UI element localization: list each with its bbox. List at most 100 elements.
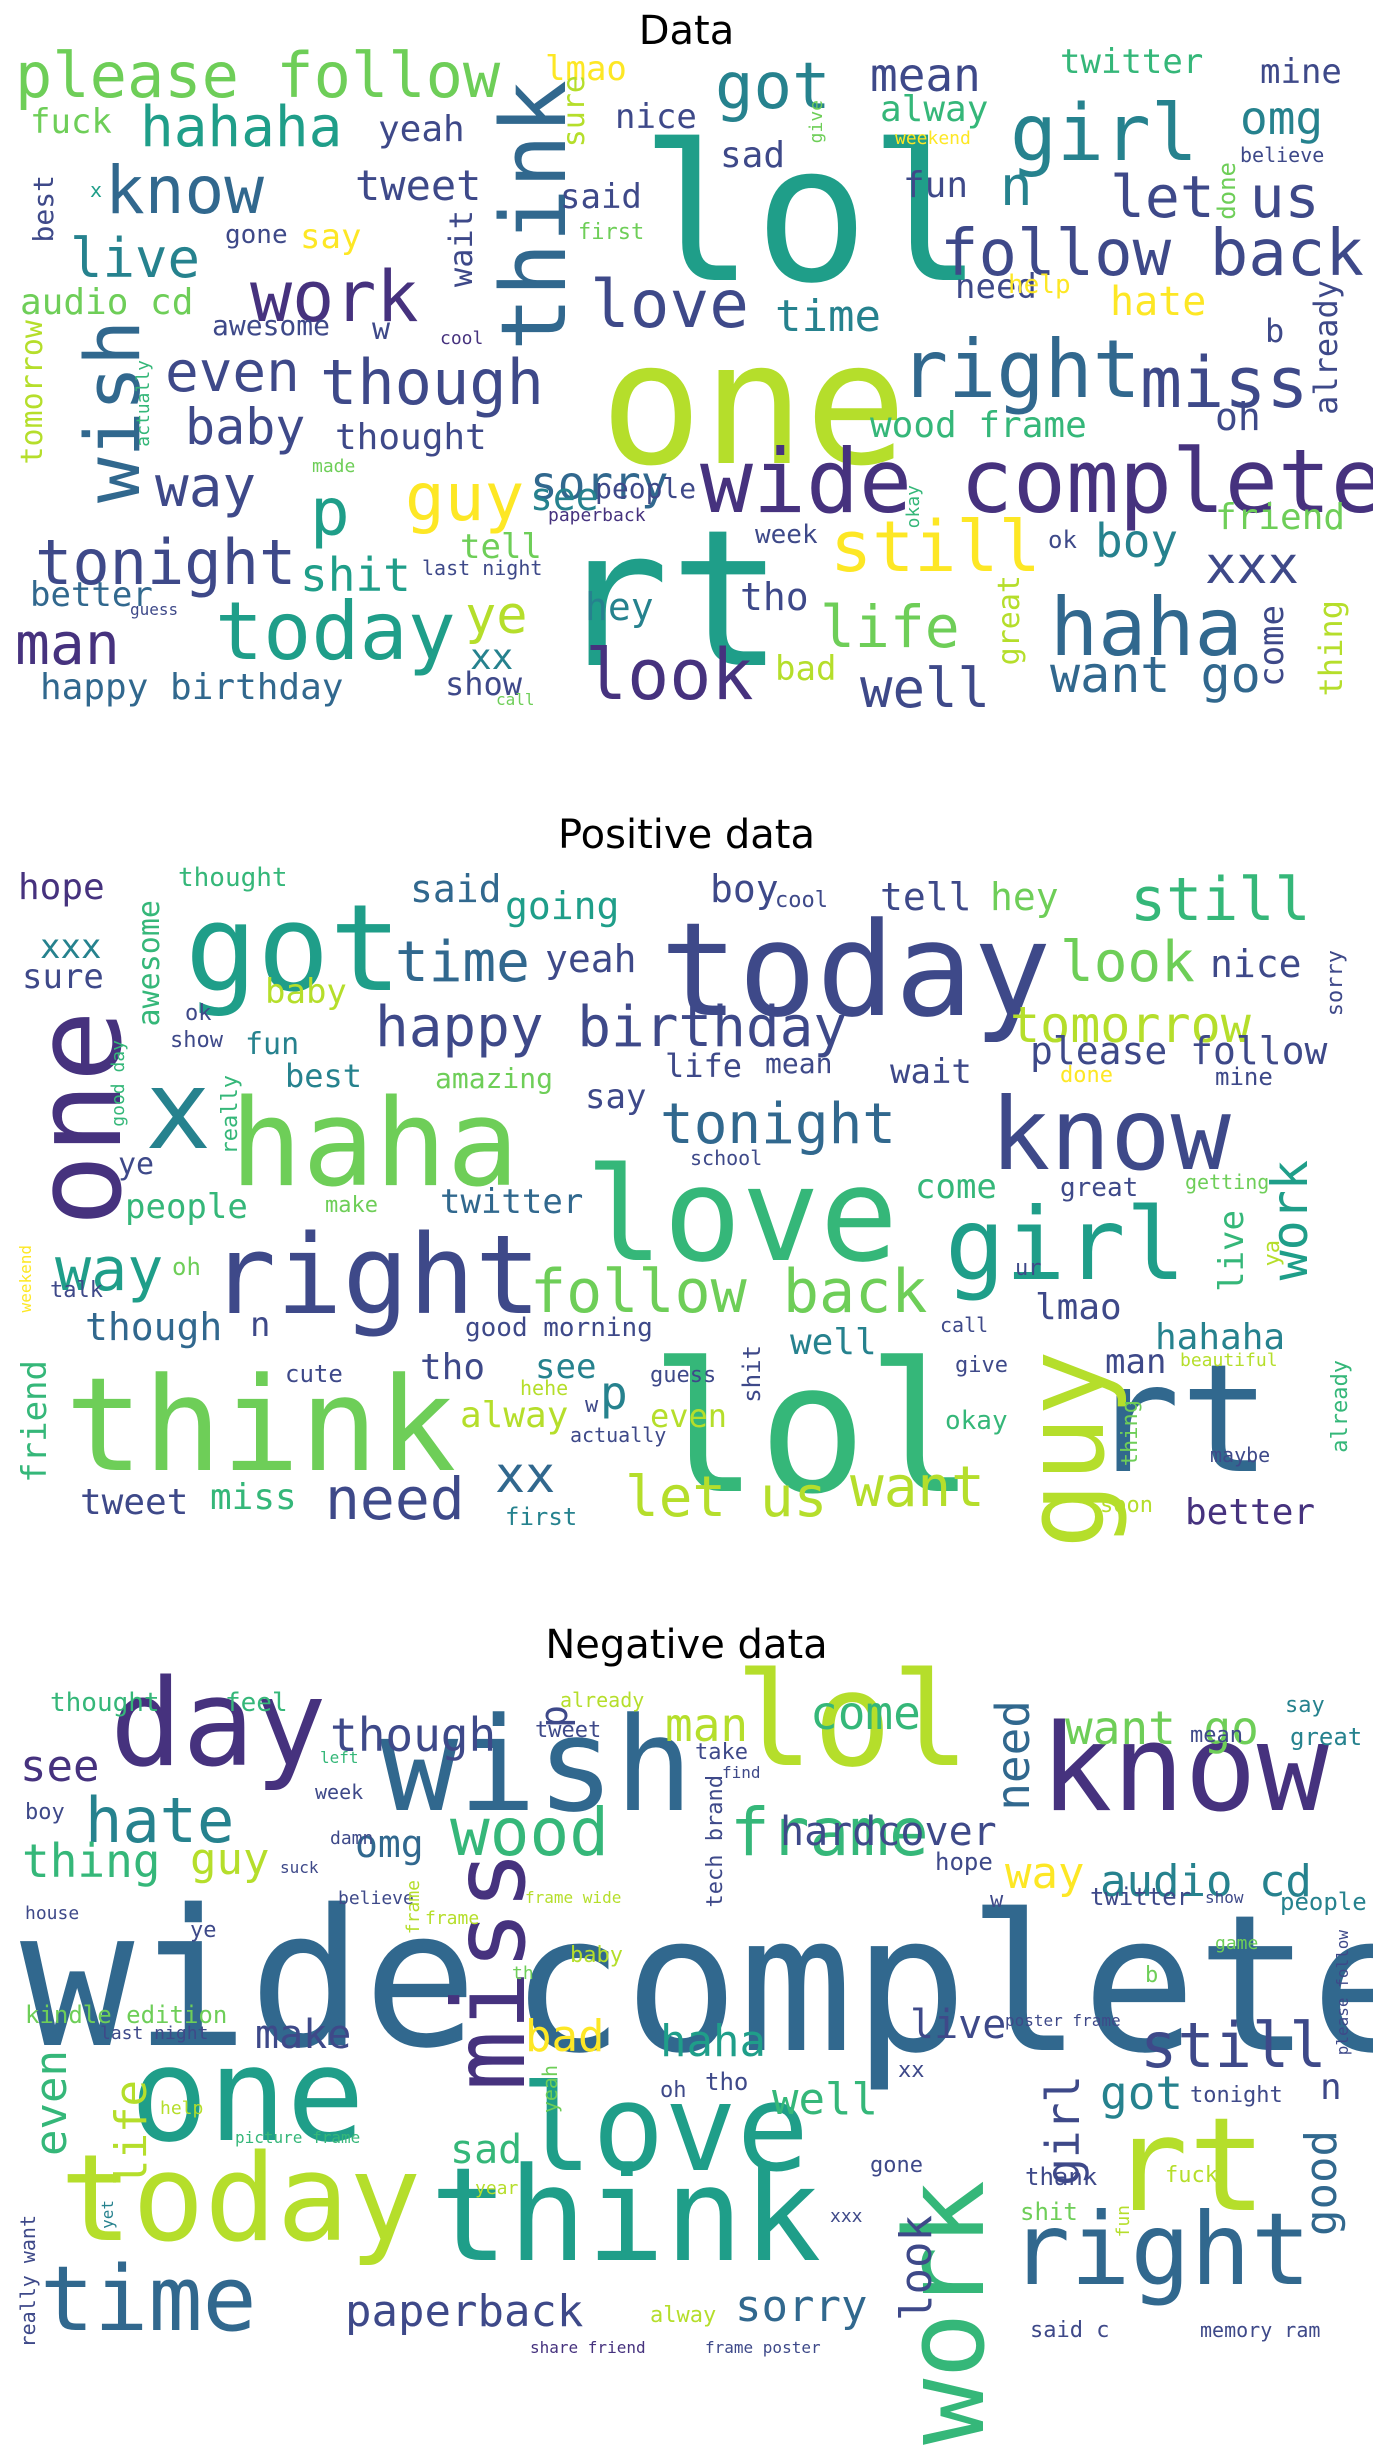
- word-cloud-word: still: [1130, 865, 1311, 935]
- word-cloud-word: school: [690, 1146, 763, 1170]
- word-cloud-word: life: [106, 2080, 157, 2186]
- word-cloud-word: fun: [1113, 2205, 1134, 2238]
- word-cloud-word: hope: [18, 867, 105, 908]
- word-cloud-word: suck: [280, 1858, 319, 1877]
- word-cloud-word: cute: [285, 1360, 343, 1388]
- word-cloud-word: live: [70, 227, 201, 290]
- word-cloud-word: haha: [1050, 581, 1243, 674]
- word-cloud-word: b: [1145, 1963, 1159, 1988]
- word-cloud-word: damn: [330, 1828, 374, 1849]
- word-cloud-word: man: [665, 1698, 749, 1752]
- word-cloud-word: lol: [735, 1644, 970, 1796]
- word-cloud-word: fuck: [30, 102, 112, 142]
- word-cloud-word: guy: [190, 1834, 270, 1885]
- word-cloud-word: show: [445, 665, 523, 703]
- word-cloud-word: tell: [880, 875, 972, 919]
- word-cloud-word: need: [325, 1465, 465, 1533]
- word-cloud-word: frame: [403, 1880, 424, 1935]
- word-cloud-word: rt: [1090, 1333, 1271, 1507]
- word-cloud-word: way: [1005, 1848, 1085, 1899]
- word-cloud-word: man: [15, 610, 120, 678]
- word-cloud-word: ya: [1260, 1240, 1285, 1267]
- word-cloud-word: even: [165, 340, 300, 405]
- word-cloud-word: wish: [380, 1689, 694, 1841]
- word-cloud-word: n: [250, 1305, 271, 1345]
- word-cloud-word: thought: [335, 417, 487, 458]
- word-cloud-word: time: [775, 291, 881, 342]
- word-cloud-word: twitter: [440, 1182, 584, 1222]
- word-cloud-word: miss: [210, 1477, 297, 1518]
- word-cloud-word: look: [585, 634, 754, 716]
- word-cloud-word: complete: [510, 1874, 1373, 2095]
- word-cloud-word: love: [590, 266, 749, 343]
- word-cloud-word: got: [185, 880, 402, 1019]
- word-cloud-word: wood: [450, 1794, 609, 1871]
- word-cloud-word: hate: [85, 1784, 235, 1857]
- word-cloud-word: x: [145, 1046, 212, 1174]
- word-cloud-word: n: [1320, 2067, 1342, 2108]
- word-cloud-word: house: [25, 1903, 80, 1924]
- word-cloud-word: take: [695, 1740, 748, 1765]
- word-cloud-word: look: [891, 2215, 942, 2321]
- word-cloud-word: look: [1060, 930, 1195, 995]
- word-cloud-word: day: [110, 1655, 327, 1794]
- word-cloud-word: wood frame: [870, 405, 1087, 446]
- word-cloud-word: sorry: [1323, 950, 1348, 1017]
- word-cloud-word: twitter: [1090, 1883, 1192, 1911]
- word-cloud-word: first: [578, 220, 645, 245]
- word-cloud-word: first: [505, 1503, 578, 1531]
- word-cloud-word: boy: [710, 867, 779, 911]
- word-cloud-word: thing: [22, 1834, 161, 1888]
- word-cloud-word: live: [910, 2002, 1007, 2048]
- word-cloud-word: man: [1105, 1342, 1167, 1382]
- word-cloud-word: tweet: [535, 1718, 602, 1743]
- word-cloud-word: better: [1185, 1492, 1316, 1533]
- word-cloud-word: good morning: [465, 1313, 653, 1343]
- word-cloud-word: audio cd: [20, 282, 194, 323]
- word-cloud-word: guy: [1001, 1350, 1129, 1549]
- word-cloud-word: awesome: [132, 900, 167, 1027]
- word-cloud-word: twitter: [1060, 42, 1204, 82]
- word-cloud-word: nice: [615, 97, 697, 137]
- word-cloud-word: great: [1060, 1173, 1139, 1203]
- word-cloud-word: let us: [625, 1465, 828, 1530]
- word-cloud-word: shit: [300, 548, 411, 602]
- word-cloud-word: th: [512, 1963, 534, 1984]
- word-cloud-word: mean: [1190, 1723, 1243, 1748]
- word-cloud-word: already: [1328, 1360, 1353, 1453]
- word-cloud-word: boy: [1095, 514, 1179, 568]
- word-cloud-word: wide: [20, 1869, 478, 2090]
- panel-title-negative-data: Negative data: [545, 1622, 828, 1668]
- word-cloud-word: hehe: [520, 1376, 569, 1400]
- word-cloud-word: actually: [570, 1423, 667, 1447]
- word-cloud-word: better: [30, 575, 153, 615]
- word-cloud-word: rt: [555, 489, 784, 710]
- word-cloud-word: great: [1290, 1723, 1363, 1751]
- word-cloud-word: give: [955, 1353, 1008, 1378]
- word-cloud-word: week: [755, 520, 818, 550]
- word-cloud-word: tech brand: [703, 1775, 728, 1908]
- word-cloud-word: hate: [1110, 279, 1207, 325]
- word-cloud-word: mean: [870, 48, 981, 102]
- word-cloud-word: kindle edition: [25, 2001, 228, 2029]
- word-cloud-data: lol one rt complete wide right miss follow back…: [0, 0, 1373, 720]
- word-cloud-word: tomorrow: [1010, 996, 1251, 1054]
- word-cloud-word: friend: [1215, 497, 1346, 538]
- word-cloud-word: make: [255, 2012, 352, 2058]
- word-cloud-word: think: [430, 2139, 822, 2291]
- word-cloud-word: alway: [650, 2303, 717, 2328]
- word-cloud-word: frame: [730, 1794, 929, 1871]
- word-cloud-word: baby: [185, 398, 306, 456]
- word-cloud-word: follow back: [530, 1257, 928, 1327]
- word-cloud-word: oh: [172, 1253, 201, 1281]
- word-cloud-word: happy birthday: [375, 995, 848, 1060]
- word-cloud-word: show: [170, 1028, 223, 1053]
- word-cloud-word: paperback: [548, 505, 646, 526]
- word-cloud-word: fuck: [1165, 2163, 1218, 2188]
- word-cloud-word: though: [330, 1708, 497, 1762]
- word-cloud-word: yeah: [378, 109, 465, 150]
- word-cloud-word: love: [585, 1139, 899, 1291]
- word-cloud-word: way: [155, 455, 257, 520]
- word-cloud-word: xxx: [1205, 536, 1299, 596]
- word-cloud-word: even: [650, 1397, 728, 1435]
